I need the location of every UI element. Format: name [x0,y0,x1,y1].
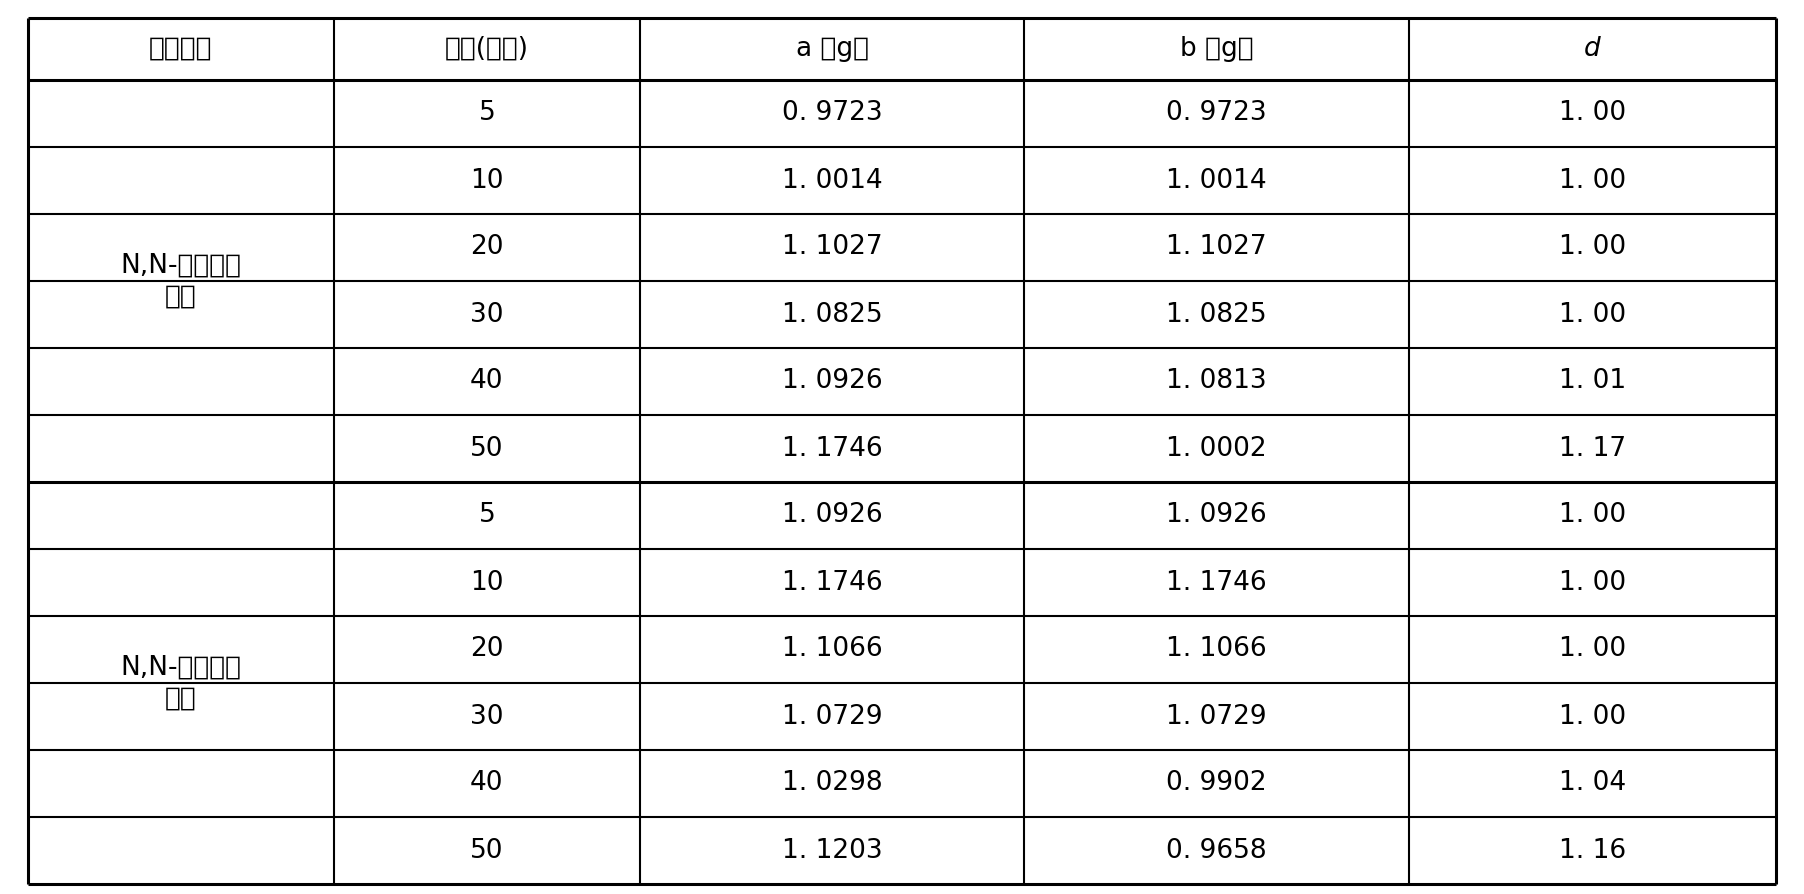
Text: 1. 1027: 1. 1027 [1167,234,1266,260]
Text: 时间(分钟): 时间(分钟) [446,36,529,62]
Text: 酰胺: 酰胺 [166,685,197,712]
Text: 1. 1746: 1. 1746 [781,569,882,595]
Text: 0. 9723: 0. 9723 [781,100,882,126]
Text: 1. 0926: 1. 0926 [781,502,882,528]
Text: 1. 0926: 1. 0926 [781,368,882,394]
Text: 50: 50 [471,435,503,461]
Text: 1. 1066: 1. 1066 [1167,637,1266,662]
Text: 酰胺: 酰胺 [166,283,197,309]
Text: 1. 1066: 1. 1066 [781,637,882,662]
Text: 30: 30 [471,704,503,730]
Text: 1. 0729: 1. 0729 [1167,704,1266,730]
Text: 1. 0298: 1. 0298 [781,771,882,797]
Text: 1. 00: 1. 00 [1559,704,1625,730]
Text: 0. 9723: 0. 9723 [1167,100,1266,126]
Text: 1. 0014: 1. 0014 [1167,167,1266,193]
Text: 1. 00: 1. 00 [1559,167,1625,193]
Text: 1. 0825: 1. 0825 [1167,301,1266,327]
Text: 10: 10 [471,167,503,193]
Text: 溶解试剂: 溶解试剂 [150,36,213,62]
Text: 1. 00: 1. 00 [1559,100,1625,126]
Text: 5: 5 [478,100,496,126]
Text: 20: 20 [471,234,503,260]
Text: 20: 20 [471,637,503,662]
Text: 1. 00: 1. 00 [1559,234,1625,260]
Text: 1. 0813: 1. 0813 [1167,368,1266,394]
Text: 5: 5 [478,502,496,528]
Text: 1. 01: 1. 01 [1559,368,1625,394]
Text: 1. 16: 1. 16 [1559,838,1625,864]
Text: 1. 0014: 1. 0014 [781,167,882,193]
Text: a （g）: a （g） [796,36,868,62]
Text: 1. 00: 1. 00 [1559,637,1625,662]
Text: 1. 04: 1. 04 [1559,771,1625,797]
Text: b （g）: b （g） [1180,36,1254,62]
Text: N,N-二甲基甲: N,N-二甲基甲 [121,253,242,279]
Text: d: d [1584,36,1600,62]
Text: 1. 1203: 1. 1203 [781,838,882,864]
Text: 1. 1746: 1. 1746 [781,435,882,461]
Text: N,N-二甲基乙: N,N-二甲基乙 [121,654,242,681]
Text: 0. 9902: 0. 9902 [1167,771,1266,797]
Text: 40: 40 [471,771,503,797]
Text: 40: 40 [471,368,503,394]
Text: 1. 0002: 1. 0002 [1167,435,1266,461]
Text: 30: 30 [471,301,503,327]
Text: 1. 1027: 1. 1027 [781,234,882,260]
Text: 1. 00: 1. 00 [1559,502,1625,528]
Text: 1. 00: 1. 00 [1559,301,1625,327]
Text: 1. 0926: 1. 0926 [1167,502,1266,528]
Text: 1. 00: 1. 00 [1559,569,1625,595]
Text: 1. 1746: 1. 1746 [1167,569,1266,595]
Text: 1. 17: 1. 17 [1559,435,1625,461]
Text: 50: 50 [471,838,503,864]
Text: 1. 0729: 1. 0729 [781,704,882,730]
Text: 0. 9658: 0. 9658 [1167,838,1266,864]
Text: 10: 10 [471,569,503,595]
Text: 1. 0825: 1. 0825 [781,301,882,327]
